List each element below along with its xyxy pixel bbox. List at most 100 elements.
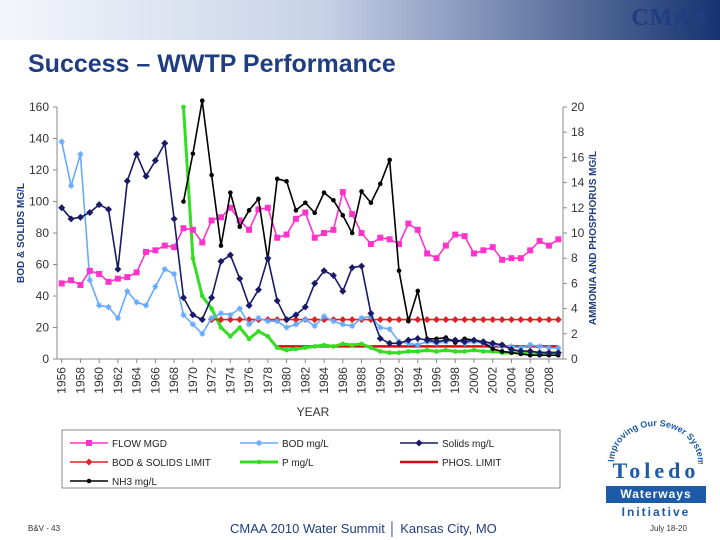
data-point-bod-mg-l (105, 304, 112, 311)
x-tick-label: 1974 (223, 367, 237, 394)
data-point-flow-mgd (105, 278, 112, 285)
data-point-bod-mg-l (292, 321, 299, 328)
data-point-solids-mg-l (451, 336, 459, 344)
data-point-flow-mgd (68, 277, 75, 284)
y-tick-label-left: 100 (29, 195, 49, 209)
data-point-solids-mg-l (395, 339, 403, 347)
data-point-nh3-mg-l (209, 172, 214, 178)
data-point-solids-mg-l (470, 336, 478, 344)
x-tick-label: 1986 (336, 367, 350, 394)
data-point-nh3-mg-l (284, 179, 289, 184)
y-tick-label-right: 18 (571, 125, 585, 139)
y-tick-label-right: 6 (571, 276, 578, 290)
y-tick-label-right: 14 (571, 176, 585, 190)
data-point-p-mg-l (284, 347, 289, 353)
data-point-nh3-mg-l (377, 181, 383, 187)
data-point-solids-mg-l (367, 309, 375, 317)
data-point-solids-mg-l (507, 346, 515, 354)
data-point-solids-mg-l (95, 201, 103, 209)
data-point-bod-mg-l (321, 313, 328, 320)
data-point-flow-mgd (246, 226, 253, 233)
data-point-p-mg-l (256, 328, 261, 334)
legend-label: P mg/L (282, 458, 314, 469)
data-point-bod-mg-l (217, 310, 224, 317)
legend-swatch-marker (256, 459, 262, 465)
data-point-flow-mgd (442, 242, 449, 249)
y-tick-label-right: 16 (571, 150, 585, 164)
data-point-solids-mg-l (311, 279, 319, 287)
data-point-bod-solids-limit (526, 316, 534, 324)
data-point-solids-mg-l (404, 336, 412, 344)
data-point-bod-mg-l (274, 318, 281, 325)
x-tick-label: 1998 (448, 367, 462, 394)
data-point-nh3-mg-l (274, 176, 280, 182)
data-point-solids-mg-l (348, 264, 356, 272)
data-point-flow-mgd (545, 242, 552, 249)
data-point-bod-mg-l (536, 343, 543, 350)
y-axis-label-right: AMMONIA AND PHOSPHORUS MG/L (588, 151, 599, 325)
data-point-bod-mg-l (264, 318, 271, 325)
data-point-bod-solids-limit (217, 316, 225, 324)
data-point-bod-solids-limit (311, 316, 319, 324)
data-point-bod-mg-l (68, 182, 75, 189)
legend-item-solids-mg-l: Solids mg/L (400, 439, 495, 450)
data-point-bod-mg-l (208, 315, 215, 322)
x-tick-label: 1970 (186, 367, 200, 394)
data-point-nh3-mg-l (199, 98, 205, 103)
data-point-solids-mg-l (151, 157, 159, 165)
data-point-solids-mg-l (358, 262, 366, 270)
data-point-p-mg-l (462, 349, 467, 354)
logo-line2: Waterways (606, 486, 706, 503)
data-point-solids-mg-l (67, 215, 75, 223)
data-point-p-mg-l (359, 341, 364, 347)
data-point-solids-mg-l (133, 150, 141, 158)
y-tick-label-left: 40 (36, 289, 50, 303)
data-point-p-mg-l (274, 345, 280, 350)
data-point-flow-mgd (255, 206, 262, 213)
data-point-flow-mgd (349, 211, 356, 218)
data-point-flow-mgd (114, 275, 121, 282)
data-point-p-mg-l (396, 350, 402, 356)
data-point-p-mg-l (471, 347, 477, 353)
y-tick-label-right: 20 (571, 100, 585, 114)
data-point-flow-mgd (86, 267, 93, 274)
data-point-flow-mgd (377, 234, 384, 241)
data-point-nh3-mg-l (228, 190, 233, 195)
data-point-p-mg-l (452, 349, 458, 354)
x-tick-label: 1996 (430, 367, 444, 394)
data-point-nh3-mg-l (359, 189, 364, 194)
legend-item-phos-limit: PHOS. LIMIT (400, 458, 501, 469)
x-tick-label: 1988 (355, 367, 369, 394)
data-point-flow-mgd (330, 226, 337, 233)
data-point-p-mg-l (265, 334, 271, 339)
data-point-bod-solids-limit (489, 316, 497, 324)
data-point-solids-mg-l (414, 335, 422, 343)
data-point-p-mg-l (218, 325, 224, 330)
data-point-bod-solids-limit (461, 316, 469, 324)
data-point-flow-mgd (396, 241, 403, 248)
legend-box (61, 429, 561, 489)
data-point-bod-mg-l (152, 283, 159, 290)
data-point-solids-mg-l (536, 349, 544, 357)
data-point-p-mg-l (181, 104, 186, 110)
data-point-flow-mgd (217, 214, 224, 221)
data-point-p-mg-l (406, 349, 411, 354)
cmaa-logo: CMAA (631, 5, 710, 31)
data-point-solids-mg-l (554, 349, 562, 357)
data-point-bod-mg-l (349, 322, 356, 329)
data-point-nh3-mg-l (499, 349, 505, 354)
data-point-nh3-mg-l (387, 157, 392, 163)
data-point-nh3-mg-l (349, 230, 355, 236)
data-point-bod-solids-limit (226, 316, 234, 324)
data-point-nh3-mg-l (246, 208, 252, 213)
data-point-flow-mgd (480, 247, 487, 254)
data-point-solids-mg-l (339, 287, 347, 295)
legend-item-p-mg-l: P mg/L (240, 458, 314, 469)
data-point-solids-mg-l (123, 177, 131, 185)
data-point-solids-mg-l (526, 347, 534, 355)
data-point-bod-mg-l (227, 311, 234, 318)
y-tick-label-left: 0 (42, 352, 49, 366)
data-point-solids-mg-l (189, 311, 197, 319)
data-point-bod-mg-l (339, 321, 346, 328)
data-point-flow-mgd (302, 209, 309, 216)
